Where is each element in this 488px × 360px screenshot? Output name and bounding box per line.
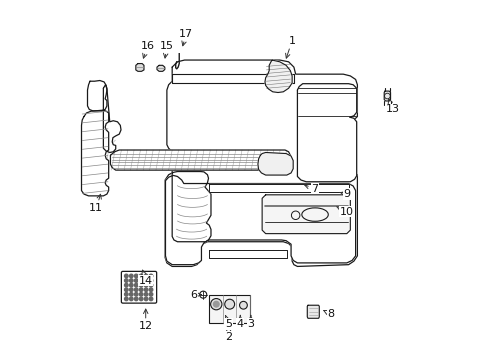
Polygon shape bbox=[257, 153, 293, 175]
Circle shape bbox=[129, 288, 133, 292]
Polygon shape bbox=[209, 184, 348, 192]
Text: 12: 12 bbox=[139, 309, 152, 332]
Text: 11: 11 bbox=[89, 194, 103, 213]
Bar bbox=[209, 294, 249, 323]
Polygon shape bbox=[262, 195, 349, 234]
Circle shape bbox=[134, 293, 138, 296]
Text: 2: 2 bbox=[224, 327, 232, 342]
Text: 8: 8 bbox=[323, 309, 334, 319]
Circle shape bbox=[129, 283, 133, 287]
Circle shape bbox=[124, 297, 128, 301]
Circle shape bbox=[149, 293, 152, 296]
Circle shape bbox=[144, 274, 147, 278]
Circle shape bbox=[239, 301, 247, 309]
Polygon shape bbox=[264, 60, 291, 93]
Circle shape bbox=[124, 283, 128, 287]
Text: 17: 17 bbox=[179, 28, 193, 46]
Circle shape bbox=[134, 274, 138, 278]
Circle shape bbox=[124, 279, 128, 282]
Text: 4: 4 bbox=[236, 315, 244, 329]
FancyBboxPatch shape bbox=[121, 271, 156, 303]
Polygon shape bbox=[81, 110, 108, 196]
Circle shape bbox=[139, 293, 142, 296]
Circle shape bbox=[129, 297, 133, 301]
Polygon shape bbox=[103, 85, 121, 153]
Circle shape bbox=[144, 293, 147, 296]
Circle shape bbox=[139, 274, 142, 278]
Text: 9: 9 bbox=[339, 189, 350, 199]
Circle shape bbox=[144, 297, 147, 301]
Polygon shape bbox=[172, 74, 293, 83]
Circle shape bbox=[149, 274, 152, 278]
Circle shape bbox=[149, 283, 152, 287]
Circle shape bbox=[144, 283, 147, 287]
Circle shape bbox=[124, 293, 128, 296]
Polygon shape bbox=[172, 171, 210, 242]
Polygon shape bbox=[165, 175, 355, 265]
Polygon shape bbox=[306, 305, 319, 318]
Circle shape bbox=[210, 298, 222, 310]
Text: 15: 15 bbox=[160, 41, 174, 58]
Circle shape bbox=[149, 279, 152, 282]
Circle shape bbox=[124, 274, 128, 278]
Text: 16: 16 bbox=[140, 41, 154, 58]
Circle shape bbox=[213, 301, 219, 307]
Polygon shape bbox=[297, 84, 356, 182]
Text: 7: 7 bbox=[304, 184, 318, 194]
Circle shape bbox=[224, 299, 234, 309]
Polygon shape bbox=[110, 150, 290, 170]
Circle shape bbox=[134, 288, 138, 292]
Text: 5: 5 bbox=[224, 315, 232, 329]
Circle shape bbox=[134, 283, 138, 287]
Polygon shape bbox=[165, 60, 357, 266]
Circle shape bbox=[144, 279, 147, 282]
Text: 14: 14 bbox=[139, 270, 152, 285]
Circle shape bbox=[139, 288, 142, 292]
Circle shape bbox=[139, 279, 142, 282]
Circle shape bbox=[129, 293, 133, 296]
Text: 3: 3 bbox=[247, 315, 254, 329]
Text: 13: 13 bbox=[385, 99, 399, 114]
Polygon shape bbox=[209, 250, 286, 258]
Circle shape bbox=[144, 288, 147, 292]
Circle shape bbox=[149, 297, 152, 301]
Text: 6: 6 bbox=[189, 290, 201, 300]
Polygon shape bbox=[87, 81, 107, 111]
Polygon shape bbox=[136, 64, 143, 71]
Polygon shape bbox=[157, 66, 164, 71]
Circle shape bbox=[124, 288, 128, 292]
Text: 10: 10 bbox=[336, 207, 353, 217]
Circle shape bbox=[139, 297, 142, 301]
Circle shape bbox=[129, 274, 133, 278]
Circle shape bbox=[134, 279, 138, 282]
Circle shape bbox=[134, 297, 138, 301]
Circle shape bbox=[149, 288, 152, 292]
Text: 1: 1 bbox=[285, 36, 295, 58]
Circle shape bbox=[139, 283, 142, 287]
Circle shape bbox=[129, 279, 133, 282]
Polygon shape bbox=[384, 91, 390, 101]
